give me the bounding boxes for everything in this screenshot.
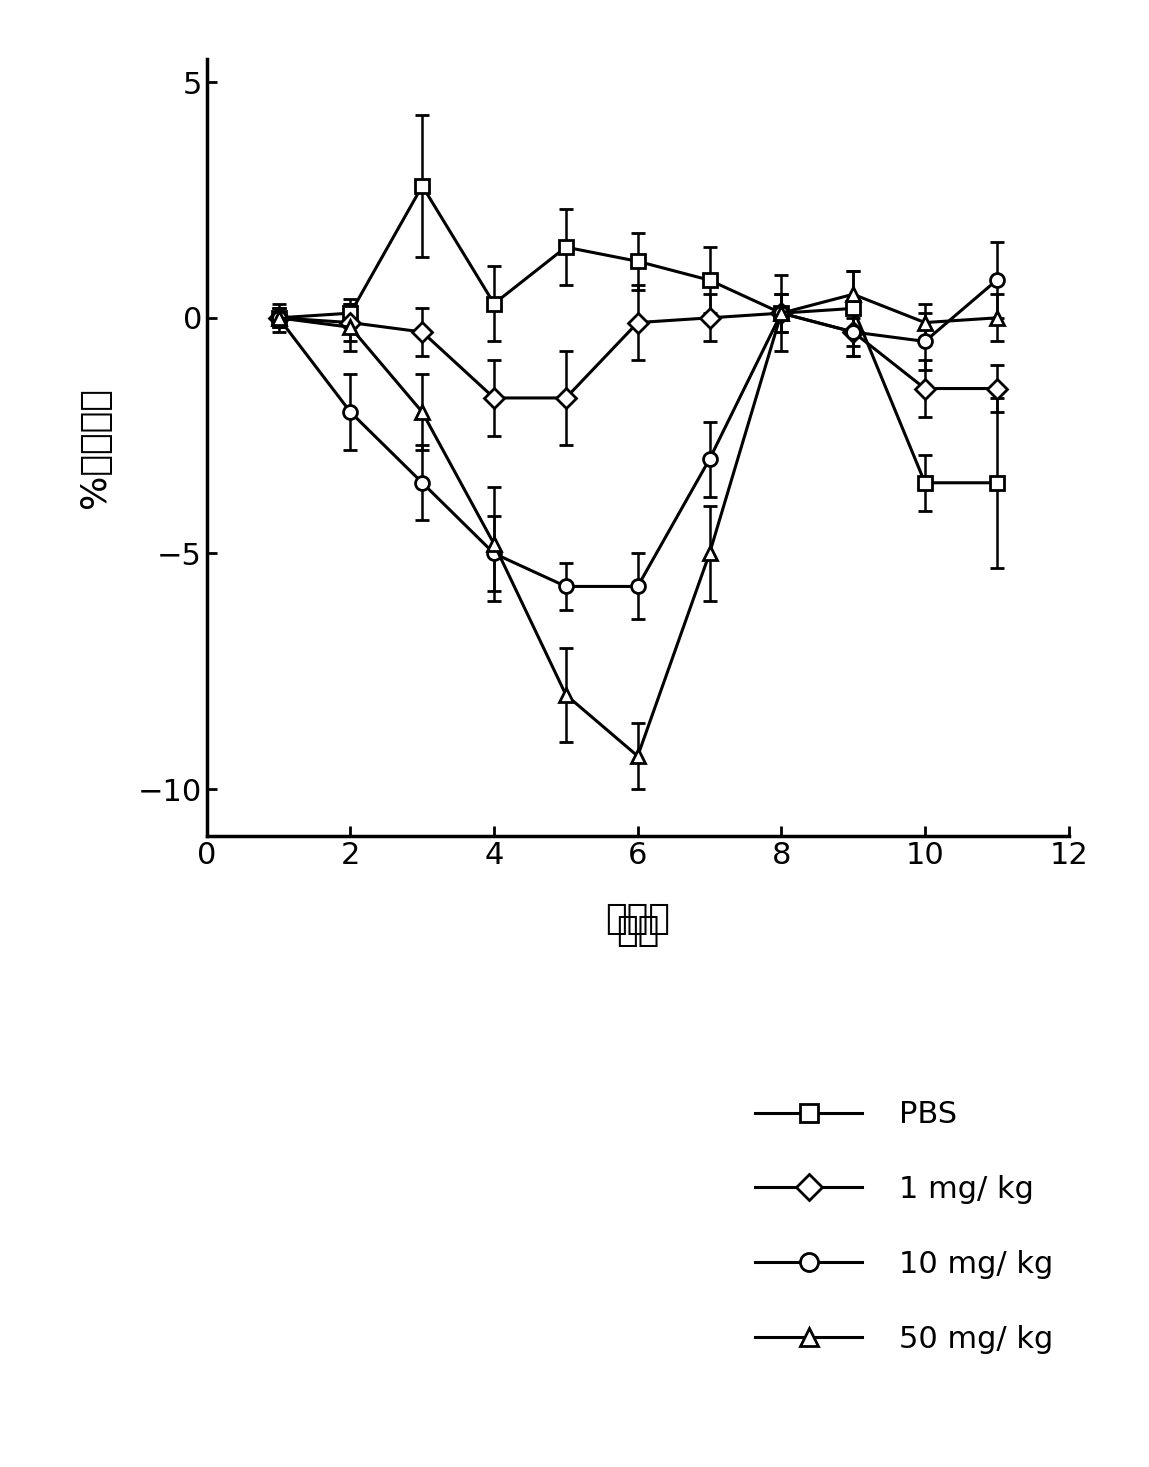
Legend: PBS, 1 mg/ kg, 10 mg/ kg, 50 mg/ kg: PBS, 1 mg/ kg, 10 mg/ kg, 50 mg/ kg [755,1100,1054,1354]
Text: %体重变化: %体重变化 [78,387,111,508]
Text: 天数: 天数 [616,914,660,948]
Text: 悬浮液: 悬浮液 [606,902,670,936]
